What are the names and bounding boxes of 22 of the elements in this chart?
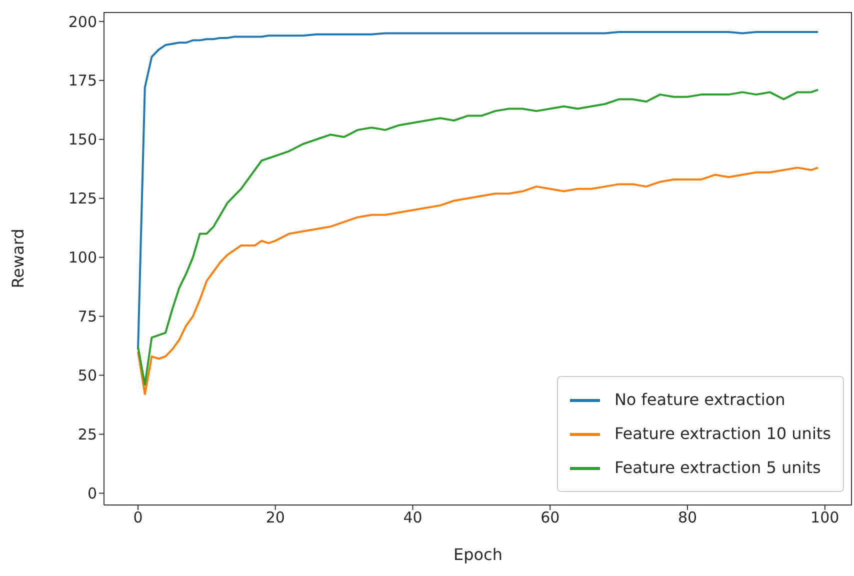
y-tick-label: 0 — [87, 484, 97, 503]
y-tick-label: 125 — [68, 190, 97, 208]
legend-label: No feature extraction — [614, 389, 786, 411]
x-tick-label: 0 — [133, 508, 143, 527]
legend-label: Feature extraction 10 units — [614, 423, 831, 445]
x-tick-label: 40 — [403, 508, 422, 527]
x-tick-label: 100 — [810, 508, 840, 527]
line-series — [137, 88, 819, 386]
y-tick-label: 25 — [78, 426, 97, 444]
y-tick-label: 100 — [68, 248, 97, 267]
y-tick-label: 50 — [78, 366, 97, 385]
x-tick-label: 20 — [266, 508, 285, 527]
x-axis-title: Epoch — [454, 545, 502, 564]
x-tick-label: 80 — [678, 508, 698, 527]
y-tick-label: 200 — [68, 12, 97, 31]
y-axis-title: Reward — [8, 228, 28, 288]
x-tick-label: 60 — [540, 508, 560, 527]
y-tick-label: 150 — [68, 130, 97, 149]
legend-label: Feature extraction 5 units — [614, 457, 821, 479]
y-tick-label: 75 — [78, 308, 97, 326]
y-tick-label: 175 — [68, 72, 97, 90]
line-series — [137, 31, 819, 350]
